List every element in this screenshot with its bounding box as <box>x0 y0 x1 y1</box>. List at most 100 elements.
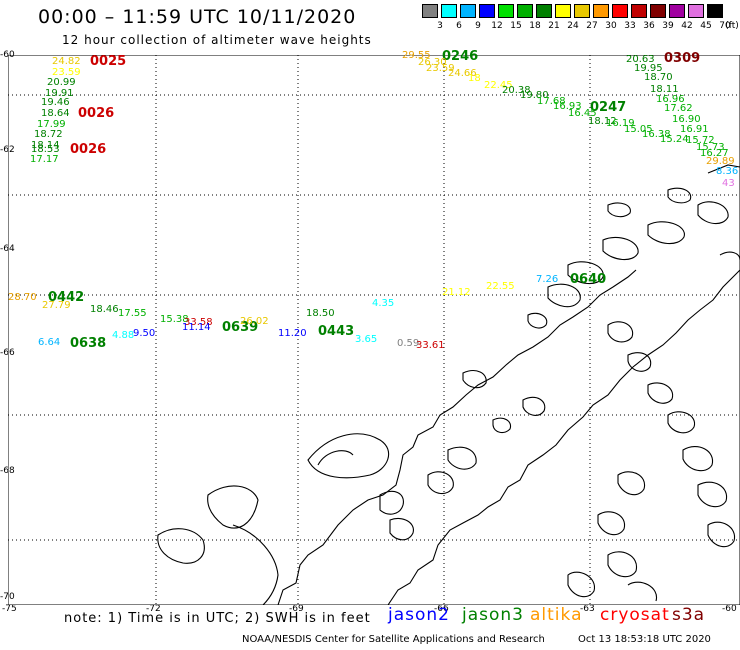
color-swatch <box>688 4 704 18</box>
wave-height-label: 18 <box>468 73 481 84</box>
color-swatch <box>574 4 590 18</box>
wave-height-label: 16.45 <box>568 108 597 119</box>
wave-height-label: 17.99 <box>37 119 66 130</box>
timestamp-text: Oct 13 18:53:18 UTC 2020 <box>578 634 711 645</box>
pass-time-label: 0247 <box>590 100 627 115</box>
color-scale-label: 12 <box>491 21 503 31</box>
wave-height-label: 16.38 <box>642 129 671 140</box>
color-swatch <box>555 4 571 18</box>
wave-height-label: 4.35 <box>372 298 395 309</box>
page-title: 00:00 – 11:59 UTC 10/11/2020 <box>38 6 357 28</box>
credit-text: NOAA/NESDIS Center for Satellite Applica… <box>242 634 545 645</box>
color-scale-label: 27 <box>586 21 598 31</box>
wave-height-label: 22.45 <box>484 80 513 91</box>
pass-time-label: 0246 <box>442 49 479 64</box>
wave-height-label: 11.20 <box>278 328 307 339</box>
wave-height-label: 27.79 <box>42 300 71 311</box>
lon-label: -66 <box>434 604 449 614</box>
color-scale-label: 24 <box>567 21 579 31</box>
wave-height-label: 28.70 <box>8 292 37 303</box>
color-scale-label: 18 <box>529 21 541 31</box>
color-swatch <box>593 4 609 18</box>
color-swatch <box>707 4 723 18</box>
color-scale-label: 9 <box>475 21 481 31</box>
color-scale-label: 36 <box>643 21 655 31</box>
map-frame <box>8 55 740 605</box>
wave-height-label: 18.53 <box>31 144 60 155</box>
wave-height-label: 15.73 <box>696 142 725 153</box>
wave-height-label: 16.91 <box>680 124 709 135</box>
wave-height-label: 19.46 <box>41 97 70 108</box>
wave-height-label: 43 <box>722 178 735 189</box>
color-scale-label: 15 <box>510 21 522 31</box>
footnote: note: 1) Time is in UTC; 2) SWH is in fe… <box>64 611 371 626</box>
lat-label: -66 <box>0 348 15 358</box>
wave-height-label: 33.61 <box>416 340 445 351</box>
wave-height-label: 22.55 <box>486 281 515 292</box>
wave-height-label: 19.95 <box>634 63 663 74</box>
wave-height-label: 17.62 <box>664 103 693 114</box>
legend-item-cryosat: cryosat <box>600 605 670 625</box>
lon-label: -75 <box>2 604 17 614</box>
wave-height-label: 16.19 <box>606 118 635 129</box>
wave-height-label: 18.70 <box>644 72 673 83</box>
wave-height-label: 16.93 <box>553 101 582 112</box>
wave-height-label: 18.50 <box>306 308 335 319</box>
wave-height-label: 15.72 <box>686 135 715 146</box>
pass-time-label: 0309 <box>664 51 701 66</box>
color-scale-label: 21 <box>548 21 560 31</box>
wave-height-label: 17.55 <box>118 308 147 319</box>
color-swatch <box>536 4 552 18</box>
wave-height-label: 18.12 <box>588 116 617 127</box>
wave-height-label: 4.88 <box>112 330 135 341</box>
wave-height-label: 15.05 <box>624 124 653 135</box>
lon-label: -69 <box>289 604 304 614</box>
wave-height-label: 18.14 <box>31 140 60 151</box>
pass-time-label: 0026 <box>70 142 107 157</box>
wave-height-label: 21.12 <box>442 287 471 298</box>
legend-item-s3a: s3a <box>672 605 706 625</box>
legend-item-altika: altika <box>530 605 583 625</box>
wave-height-label: 7.26 <box>536 274 559 285</box>
color-swatch <box>460 4 476 18</box>
pass-time-label: 0638 <box>70 336 107 351</box>
color-swatch <box>498 4 514 18</box>
wave-height-label: 8.36 <box>716 166 739 177</box>
color-scale-label: 42 <box>681 21 693 31</box>
page-subtitle: 12 hour collection of altimeter wave hei… <box>62 33 372 47</box>
lon-label: -63 <box>580 604 595 614</box>
lat-label: -70 <box>0 592 15 602</box>
lon-label: -60 <box>722 604 737 614</box>
wave-height-label: 0.59 <box>397 338 420 349</box>
color-scale-label: 6 <box>456 21 462 31</box>
wave-height-label: 15.24 <box>660 134 689 145</box>
lat-label: -64 <box>0 244 15 254</box>
color-swatch <box>441 4 457 18</box>
wave-height-label: 26.30 <box>418 57 447 68</box>
wave-height-label: 6.64 <box>38 337 61 348</box>
pass-time-label: 0640 <box>570 272 607 287</box>
legend-item-jason2: jason2 <box>388 605 450 625</box>
wave-height-label: 11.14 <box>182 322 211 333</box>
pass-time-label: 0025 <box>90 54 127 69</box>
pass-time-label: 0443 <box>318 324 355 339</box>
color-swatch <box>650 4 666 18</box>
wave-height-label: 20.99 <box>47 77 76 88</box>
color-scale-label: 39 <box>662 21 674 31</box>
wave-height-label: 16.90 <box>672 114 701 125</box>
wave-height-label: 33.58 <box>184 317 213 328</box>
color-scale-unit: (ft) <box>725 21 739 31</box>
color-swatch <box>422 4 438 18</box>
wave-height-label: 24.82 <box>52 56 81 67</box>
wave-height-label: 23.59 <box>426 63 455 74</box>
pass-time-label: 0639 <box>222 320 259 335</box>
wave-height-label: 15.38 <box>160 314 189 325</box>
lat-label: -60 <box>0 50 15 60</box>
lon-label: -72 <box>146 604 161 614</box>
pass-time-label: 0026 <box>78 106 115 121</box>
wave-height-label: 24.66 <box>448 68 477 79</box>
color-scale-label: 3 <box>437 21 443 31</box>
color-scale-label: 30 <box>605 21 617 31</box>
wave-height-label: 20.63 <box>626 54 655 65</box>
wave-height-label: 16.27 <box>700 148 729 159</box>
